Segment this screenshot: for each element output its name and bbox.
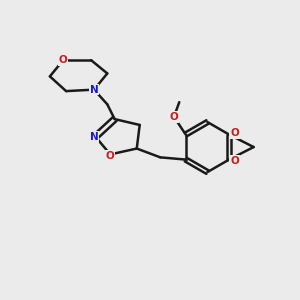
- Text: O: O: [230, 156, 239, 166]
- Text: O: O: [169, 112, 178, 122]
- Text: O: O: [230, 128, 239, 138]
- Text: N: N: [90, 85, 98, 94]
- Text: O: O: [59, 55, 68, 65]
- Text: O: O: [106, 151, 115, 161]
- Text: N: N: [90, 132, 98, 142]
